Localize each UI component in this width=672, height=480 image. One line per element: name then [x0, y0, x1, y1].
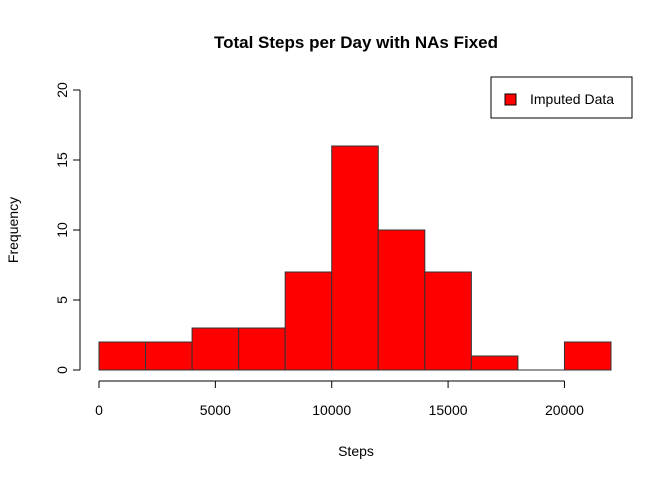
histogram-bar	[563, 341, 612, 371]
chart-title: Total Steps per Day with NAs Fixed	[214, 33, 498, 52]
y-tick-label: 5	[54, 296, 70, 304]
legend: Imputed Data	[490, 76, 633, 119]
histogram-bar	[191, 327, 240, 371]
y-axis-label: Frequency	[5, 197, 21, 263]
histogram-bar	[145, 341, 193, 371]
y-tick-label: 0	[54, 366, 70, 374]
histogram-bar	[238, 327, 286, 371]
histogram-bar	[331, 145, 379, 371]
x-axis: 0 5000 10000 15000 20000	[95, 380, 584, 418]
x-tick-label: 20000	[545, 402, 584, 418]
histogram-bar	[470, 355, 519, 371]
histogram-bar	[98, 341, 147, 371]
y-axis: 0 5 10 15 20	[54, 82, 81, 374]
histogram-bar	[377, 229, 426, 371]
x-tick-label: 5000	[200, 402, 231, 418]
histogram-bar	[424, 271, 472, 371]
y-tick-label: 15	[54, 152, 70, 168]
x-tick-label: 0	[95, 402, 103, 418]
histogram-bar	[284, 271, 333, 371]
bars-group	[98, 145, 612, 371]
x-tick-label: 15000	[429, 402, 468, 418]
x-tick-label: 10000	[312, 402, 351, 418]
x-axis-label: Steps	[338, 443, 374, 459]
y-tick-label: 20	[54, 82, 70, 98]
legend-label: Imputed Data	[530, 91, 614, 107]
legend-swatch	[504, 93, 517, 106]
y-tick-label: 10	[54, 222, 70, 238]
